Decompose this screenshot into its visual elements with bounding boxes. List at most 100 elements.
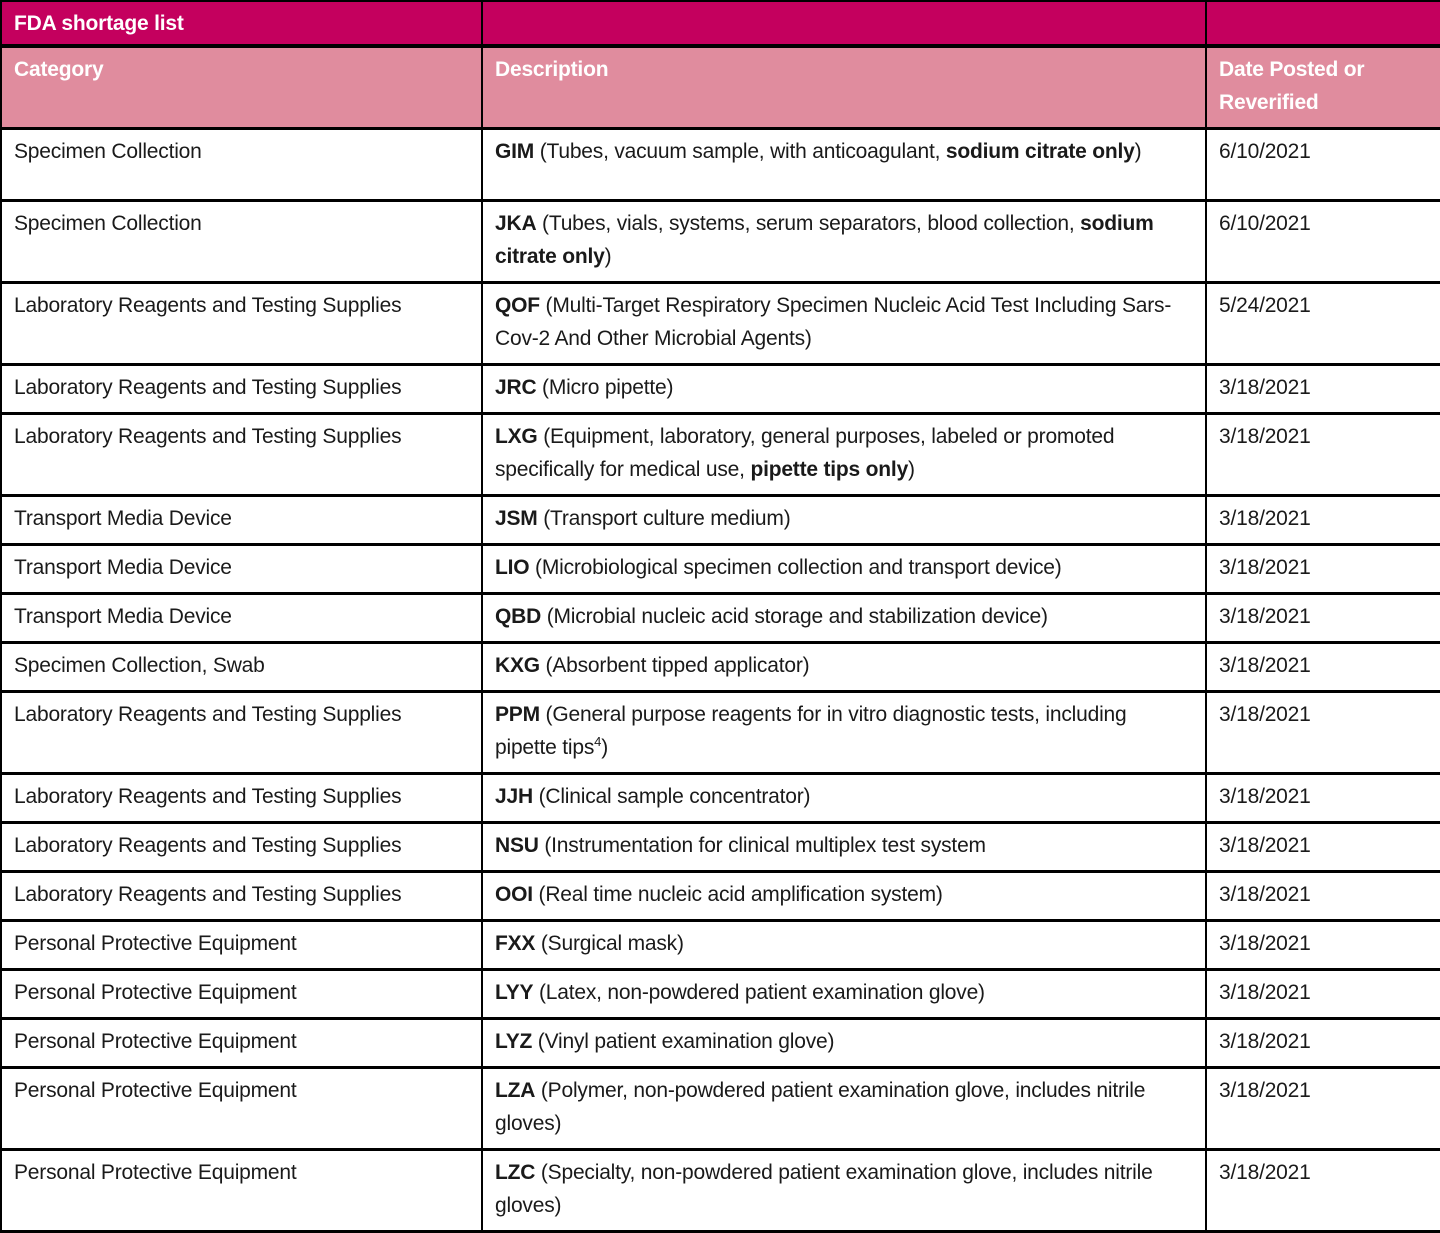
table-row: Laboratory Reagents and Testing Supplies…	[0, 772, 1440, 824]
description-segment: (Surgical mask)	[535, 932, 684, 955]
date-cell: 5/24/2021	[1205, 281, 1440, 366]
description-cell: JKA (Tubes, vials, systems, serum separa…	[481, 199, 1207, 284]
description-cell: NSU (Instrumentation for clinical multip…	[481, 821, 1207, 873]
description-segment: pipette tips only	[750, 458, 909, 481]
table-row: Laboratory Reagents and Testing Supplies…	[0, 363, 1440, 415]
description-cell: GIM (Tubes, vacuum sample, with anticoag…	[481, 127, 1207, 202]
title-spacer-cell	[481, 0, 1207, 48]
product-code: FXX	[495, 932, 536, 955]
description-segment: (Specialty, non-powdered patient examina…	[495, 1161, 1153, 1217]
description-segment: )	[1134, 140, 1142, 163]
table-row: Personal Protective Equipment FXX (Surgi…	[0, 919, 1440, 971]
description-segment: (Vinyl patient examination glove)	[532, 1030, 835, 1053]
table-row: Transport Media Device LIO (Microbiologi…	[0, 543, 1440, 595]
product-code: OOI	[495, 883, 533, 906]
category-cell: Transport Media Device	[0, 592, 483, 644]
table-row: Laboratory Reagents and Testing Supplies…	[0, 821, 1440, 873]
date-cell: 6/10/2021	[1205, 127, 1440, 202]
description-segment: (Micro pipette)	[536, 376, 674, 399]
description-cell: JJH (Clinical sample concentrator)	[481, 772, 1207, 824]
table-row: Specimen Collection, Swab KXG (Absorbent…	[0, 641, 1440, 693]
description-cell: JRC (Micro pipette)	[481, 363, 1207, 415]
date-cell: 3/18/2021	[1205, 870, 1440, 922]
category-cell: Laboratory Reagents and Testing Supplies	[0, 412, 483, 497]
category-cell: Laboratory Reagents and Testing Supplies	[0, 363, 483, 415]
date-cell: 3/18/2021	[1205, 821, 1440, 873]
description-cell: LXG (Equipment, laboratory, general purp…	[481, 412, 1207, 497]
date-cell: 3/18/2021	[1205, 494, 1440, 546]
table-row: Specimen Collection JKA (Tubes, vials, s…	[0, 199, 1440, 284]
product-code: LYZ	[495, 1030, 533, 1053]
date-cell: 3/18/2021	[1205, 772, 1440, 824]
description-segment: (Tubes, vials, systems, serum separators…	[536, 212, 1081, 235]
date-cell: 3/18/2021	[1205, 968, 1440, 1020]
product-code: JKA	[495, 212, 537, 235]
table-row: Laboratory Reagents and Testing Supplies…	[0, 412, 1440, 497]
product-code: NSU	[495, 834, 539, 857]
date-cell: 6/10/2021	[1205, 199, 1440, 284]
date-cell: 3/18/2021	[1205, 1066, 1440, 1151]
table-row: Personal Protective Equipment LZC (Speci…	[0, 1148, 1440, 1233]
product-code: LIO	[495, 556, 530, 579]
description-cell: FXX (Surgical mask)	[481, 919, 1207, 971]
category-cell: Personal Protective Equipment	[0, 1017, 483, 1069]
table-row: Laboratory Reagents and Testing Supplies…	[0, 870, 1440, 922]
table-row: Transport Media Device QBD (Microbial nu…	[0, 592, 1440, 644]
date-cell: 3/18/2021	[1205, 1148, 1440, 1233]
category-cell: Laboratory Reagents and Testing Supplies	[0, 821, 483, 873]
title-spacer-cell	[1205, 0, 1440, 48]
category-cell: Laboratory Reagents and Testing Supplies	[0, 772, 483, 824]
product-code: JSM	[495, 507, 538, 530]
description-segment: (Equipment, laboratory, general purposes…	[495, 425, 1115, 481]
table-title-row: FDA shortage list	[0, 0, 1440, 48]
description-cell: OOI (Real time nucleic acid amplificatio…	[481, 870, 1207, 922]
description-segment: (Microbial nucleic acid storage and stab…	[541, 605, 1048, 628]
product-code: LXG	[495, 425, 538, 448]
column-header-category: Category	[0, 44, 483, 130]
product-code: PPM	[495, 703, 540, 726]
description-segment: )	[908, 458, 915, 481]
date-cell: 3/18/2021	[1205, 690, 1440, 775]
table-row: Transport Media Device JSM (Transport cu…	[0, 494, 1440, 546]
product-code: JJH	[495, 785, 533, 808]
date-cell: 3/18/2021	[1205, 363, 1440, 415]
description-cell: QOF (Multi-Target Respiratory Specimen N…	[481, 281, 1207, 366]
product-code: GIM	[495, 140, 535, 163]
description-segment: (Absorbent tipped applicator)	[539, 654, 810, 677]
description-cell: JSM (Transport culture medium)	[481, 494, 1207, 546]
category-cell: Laboratory Reagents and Testing Supplies	[0, 690, 483, 775]
date-cell: 3/18/2021	[1205, 919, 1440, 971]
description-cell: KXG (Absorbent tipped applicator)	[481, 641, 1207, 693]
date-cell: 3/18/2021	[1205, 543, 1440, 595]
category-cell: Personal Protective Equipment	[0, 968, 483, 1020]
description-cell: LYZ (Vinyl patient examination glove)	[481, 1017, 1207, 1069]
description-cell: LZA (Polymer, non-powdered patient exami…	[481, 1066, 1207, 1151]
category-cell: Specimen Collection, Swab	[0, 641, 483, 693]
description-segment: )	[601, 736, 608, 759]
product-code: JRC	[495, 376, 537, 399]
description-segment: (Real time nucleic acid amplification sy…	[532, 883, 943, 906]
date-cell: 3/18/2021	[1205, 412, 1440, 497]
column-header-date: Date Posted or Reverified	[1205, 44, 1440, 130]
category-cell: Personal Protective Equipment	[0, 1148, 483, 1233]
table-row: Specimen Collection GIM (Tubes, vacuum s…	[0, 127, 1440, 202]
description-cell: QBD (Microbial nucleic acid storage and …	[481, 592, 1207, 644]
description-segment: (Polymer, non-powdered patient examinati…	[495, 1079, 1146, 1135]
category-cell: Specimen Collection	[0, 199, 483, 284]
description-segment: (Transport culture medium)	[537, 507, 791, 530]
table-row: Personal Protective Equipment LYZ (Vinyl…	[0, 1017, 1440, 1069]
description-segment: (Multi-Target Respiratory Specimen Nucle…	[495, 294, 1172, 350]
date-cell: 3/18/2021	[1205, 1017, 1440, 1069]
table-row: Laboratory Reagents and Testing Supplies…	[0, 281, 1440, 366]
description-segment: sodium citrate only	[945, 140, 1135, 163]
description-segment: (Instrumentation for clinical multiplex …	[538, 834, 986, 857]
description-segment: (Latex, non-powdered patient examination…	[533, 981, 985, 1004]
table-body: Specimen Collection GIM (Tubes, vacuum s…	[0, 127, 1440, 1233]
category-cell: Personal Protective Equipment	[0, 919, 483, 971]
table-row: Personal Protective Equipment LYY (Latex…	[0, 968, 1440, 1020]
category-cell: Laboratory Reagents and Testing Supplies	[0, 281, 483, 366]
column-header-row: Category Description Date Posted or Reve…	[0, 44, 1440, 130]
category-cell: Laboratory Reagents and Testing Supplies	[0, 870, 483, 922]
description-segment: (Clinical sample concentrator)	[532, 785, 811, 808]
